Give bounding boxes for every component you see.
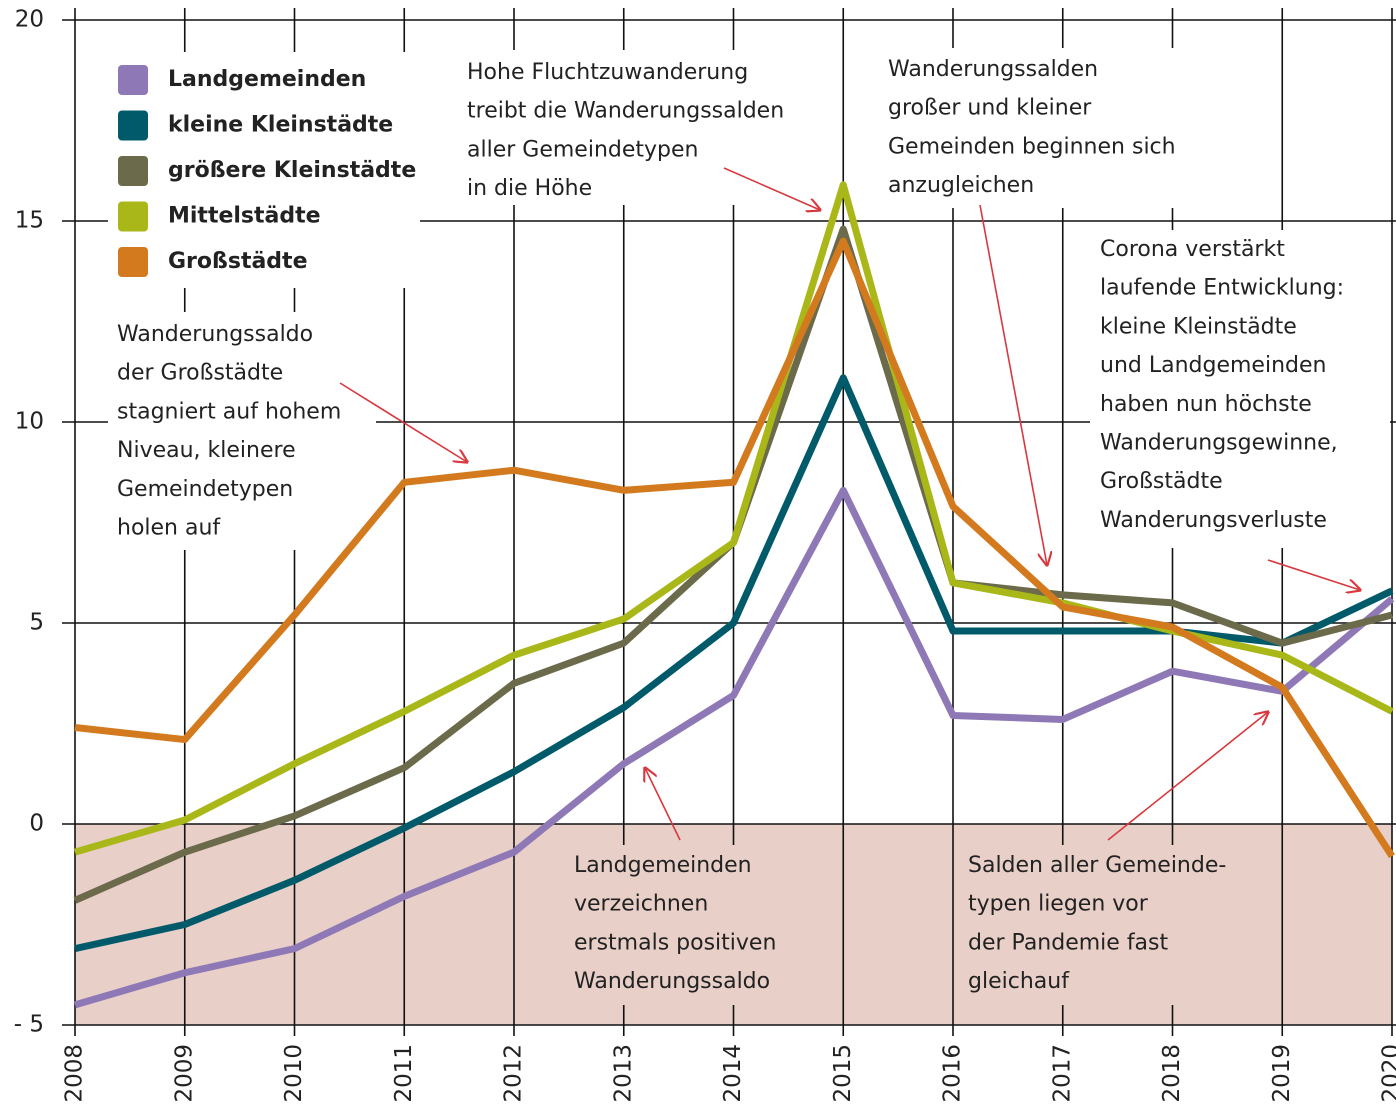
legend-swatch [118,201,148,232]
arrow [979,204,1047,565]
annotation: Gemeindetypen [117,477,293,502]
annotation: verzeichnen [574,892,708,917]
arrow [723,167,820,210]
annotation: kleine Kleinstädte [1100,314,1297,339]
arrow [339,382,467,462]
annotation: Landgemeinden [574,853,752,878]
y-tick-label: 5 [29,610,44,636]
y-tick-label: - 5 [14,1012,44,1038]
legend-label: kleine Kleinstädte [168,113,393,138]
annotation: stagniert auf hohem [117,399,341,424]
x-tick-label: 2011 [391,1044,417,1103]
annotation: holen auf [117,516,221,541]
text-backdrop [108,52,420,288]
series-line [74,237,1395,859]
annotation: typen liegen vor [968,892,1149,917]
y-tick-label: 20 [15,7,44,33]
annotation: anzugleichen [888,173,1034,198]
annotation: Wanderungssaldo [574,969,770,994]
text-backdrop [958,845,1253,1005]
annotation: Wanderungsgewinne, [1100,431,1338,456]
annotation: erstmals positiven [574,930,776,955]
series-line [74,181,1394,856]
legend-label: Landgemeinden [168,67,366,92]
annotation: haben nun höchste [1100,392,1312,417]
annotation: aller Gemeindetypen [467,137,698,162]
series-line [74,486,1395,1009]
annotation: treibt die Wanderungssalden [467,99,784,124]
annotation: gleichauf [968,969,1070,994]
y-tick-label: 0 [29,811,44,837]
legend-swatch [118,247,148,277]
annotation: Corona verstärkt [1100,237,1285,262]
legend-label: größere Kleinstädte [168,158,416,183]
x-tick-label: 2012 [501,1044,527,1103]
x-tick-label: 2018 [1159,1044,1185,1103]
x-tick-label: 2019 [1269,1044,1295,1103]
annotation: großer und kleiner [888,96,1092,121]
y-tick-label: 10 [15,409,44,435]
arrows [339,167,1360,841]
legend-label: Großstädte [168,249,308,274]
annotation: laufende Entwicklung: [1100,276,1344,301]
arrow [1107,712,1268,841]
x-tick-label: 2008 [62,1044,88,1103]
annotation: der Pandemie fast [968,930,1169,955]
legend-swatch [118,110,148,141]
arrow [1267,559,1360,590]
y-tick-label: 15 [15,208,44,234]
text-backdrop [562,845,807,1005]
legend-label: Mittelstädte [168,204,321,229]
legend-swatch [118,156,148,186]
annotation: Hohe Fluchtzuwanderung [467,60,748,85]
x-tick-label: 2009 [171,1044,197,1103]
arrow [645,768,681,841]
annotation: Wanderungsverluste [1100,508,1327,533]
x-tick-label: 2016 [940,1044,966,1103]
x-tick-label: 2013 [610,1044,636,1103]
legend-swatch [118,65,148,95]
annotation: Niveau, kleinere [117,438,296,463]
x-tick-label: 2015 [830,1044,856,1103]
annotation: Wanderungssalden [888,57,1098,82]
annotation: Großstädte [1100,469,1223,494]
annotation: und Landgemeinden [1100,353,1326,378]
text-backdrop [460,50,810,205]
x-tick-label: 2017 [1049,1044,1075,1103]
annotation: Gemeinden beginnen sich [888,134,1176,159]
text-backdrop [878,48,1200,208]
annotation: Salden aller Gemeinde- [968,853,1226,878]
x-tick-label: 2020 [1379,1044,1396,1103]
annotation: Wanderungssaldo [117,322,313,347]
x-tick-label: 2010 [281,1044,307,1103]
text-backdrop [1090,230,1390,548]
annotation: der Großstädte [117,361,283,386]
x-tick-label: 2014 [720,1044,746,1103]
annotation: in die Höhe [467,176,592,201]
text-backdrop [108,312,376,550]
